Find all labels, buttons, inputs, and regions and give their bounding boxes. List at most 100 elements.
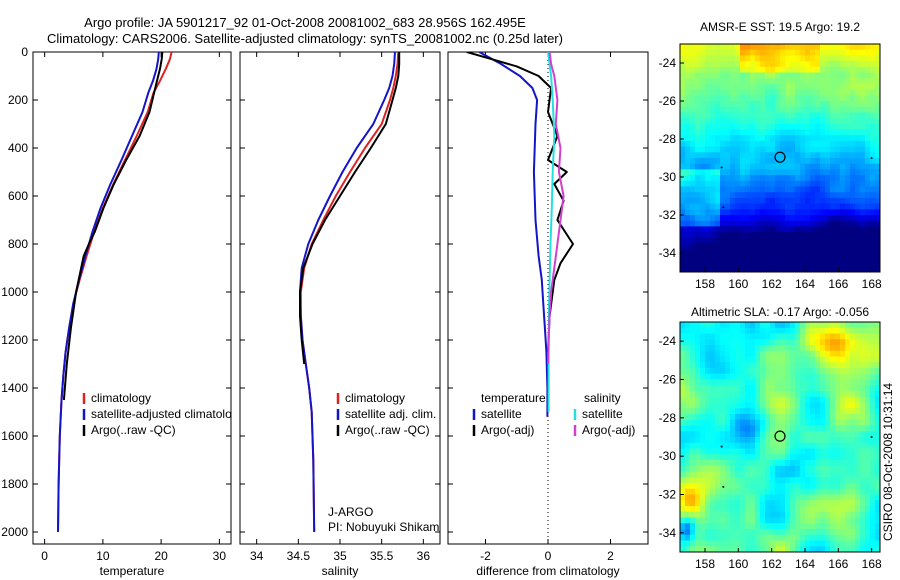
y-tick-label: 600: [8, 189, 28, 203]
heatmap-cell: [820, 483, 826, 490]
heatmap-cell: [705, 95, 711, 102]
heatmap-cell: [805, 368, 811, 375]
heatmap-cell: [845, 368, 851, 375]
heatmap-cell: [685, 232, 691, 239]
heatmap-cell: [855, 123, 861, 131]
heatmap-cell: [775, 72, 781, 79]
heatmap-cell: [770, 471, 776, 478]
heatmap-cell: [765, 385, 771, 392]
heatmap-cell: [730, 385, 736, 392]
heatmap-cell: [780, 345, 786, 352]
heatmap-cell: [860, 215, 866, 222]
heatmap-cell: [725, 209, 731, 216]
heatmap-cell: [700, 118, 706, 125]
heatmap-cell: [825, 140, 831, 148]
heatmap-cell: [850, 72, 856, 79]
heatmap-cell: [745, 327, 751, 335]
heatmap-cell: [760, 350, 766, 358]
heatmap-cell: [870, 500, 876, 507]
heatmap-cell: [860, 180, 866, 188]
heatmap-cell: [810, 414, 816, 421]
heatmap-cell: [755, 322, 761, 329]
heatmap-cell: [735, 345, 741, 352]
heatmap-cell: [690, 408, 696, 415]
heatmap-cell: [720, 226, 726, 233]
heatmap-cell: [775, 203, 781, 210]
heatmap-cell: [690, 402, 696, 409]
heatmap-cell: [735, 494, 741, 501]
heatmap-cell: [710, 488, 716, 496]
heatmap-cell: [730, 118, 736, 125]
heatmap-cell: [700, 368, 706, 375]
x-tick-label: 162: [762, 277, 782, 291]
heatmap-cell: [815, 437, 821, 444]
heatmap-cell: [845, 465, 851, 473]
heatmap-cell: [820, 327, 826, 335]
heatmap-cell: [875, 180, 880, 188]
heatmap-cell: [745, 106, 751, 113]
heatmap-cell: [770, 209, 776, 216]
heatmap-cell: [685, 529, 691, 536]
heatmap-cell: [790, 471, 796, 478]
heatmap-cell: [825, 112, 831, 119]
heatmap-cell: [700, 494, 706, 501]
heatmap-cell: [725, 232, 731, 239]
heatmap-cell: [790, 546, 796, 552]
heatmap-cell: [855, 396, 861, 404]
heatmap-cell: [835, 356, 841, 363]
heatmap-cell: [835, 327, 841, 335]
heatmap-cell: [750, 266, 756, 272]
heatmap-cell: [775, 454, 781, 461]
heatmap-cell: [850, 471, 856, 478]
x-tick-label: 10: [96, 549, 110, 563]
heatmap-cell: [850, 83, 856, 91]
heatmap-cell: [830, 471, 836, 478]
heatmap-cell: [835, 158, 841, 165]
heatmap-cell: [745, 483, 751, 490]
heatmap-cell: [750, 546, 756, 552]
heatmap-cell: [735, 112, 741, 119]
heatmap-cell: [765, 483, 771, 490]
heatmap-cell: [720, 437, 726, 444]
heatmap-cell: [705, 345, 711, 352]
heatmap-cell: [715, 95, 721, 102]
heatmap-cell: [775, 175, 781, 182]
heatmap-cell: [825, 345, 831, 352]
heatmap-cell: [750, 135, 756, 142]
heatmap-cell: [790, 112, 796, 119]
heatmap-cell: [820, 66, 826, 74]
heatmap-cell: [745, 345, 751, 352]
heatmap-cell: [815, 339, 821, 346]
heatmap-cell: [735, 254, 741, 262]
heatmap-cell: [695, 158, 701, 165]
y-tick-label: 0: [21, 45, 28, 59]
heatmap-cell: [685, 460, 691, 467]
heatmap-cell: [855, 523, 861, 530]
heatmap-cell: [755, 408, 761, 415]
heatmap-cell: [815, 135, 821, 142]
heatmap-cell: [875, 123, 880, 131]
heatmap-cell: [760, 471, 766, 478]
heatmap-cell: [695, 460, 701, 467]
heatmap-cell: [820, 465, 826, 473]
heatmap-cell: [690, 135, 696, 142]
heatmap-cell: [860, 260, 866, 267]
heatmap-cell: [865, 192, 871, 199]
heatmap-cell: [750, 356, 756, 363]
heatmap-cell: [835, 243, 841, 250]
heatmap-cell: [680, 226, 686, 233]
heatmap-cell: [690, 175, 696, 182]
heatmap-cell: [870, 431, 876, 438]
heatmap-cell: [760, 55, 766, 62]
heatmap-cell: [780, 44, 786, 51]
heatmap-cell: [800, 186, 806, 193]
heatmap-cell: [775, 89, 781, 96]
heatmap-cell: [680, 419, 686, 427]
x-tick-label: 164: [795, 557, 815, 571]
heatmap-cell: [840, 106, 846, 113]
heatmap-cell: [870, 237, 876, 245]
heatmap-cell: [695, 523, 701, 530]
heatmap-cell: [800, 129, 806, 136]
heatmap-cell: [850, 140, 856, 148]
heatmap-cell: [870, 72, 876, 79]
